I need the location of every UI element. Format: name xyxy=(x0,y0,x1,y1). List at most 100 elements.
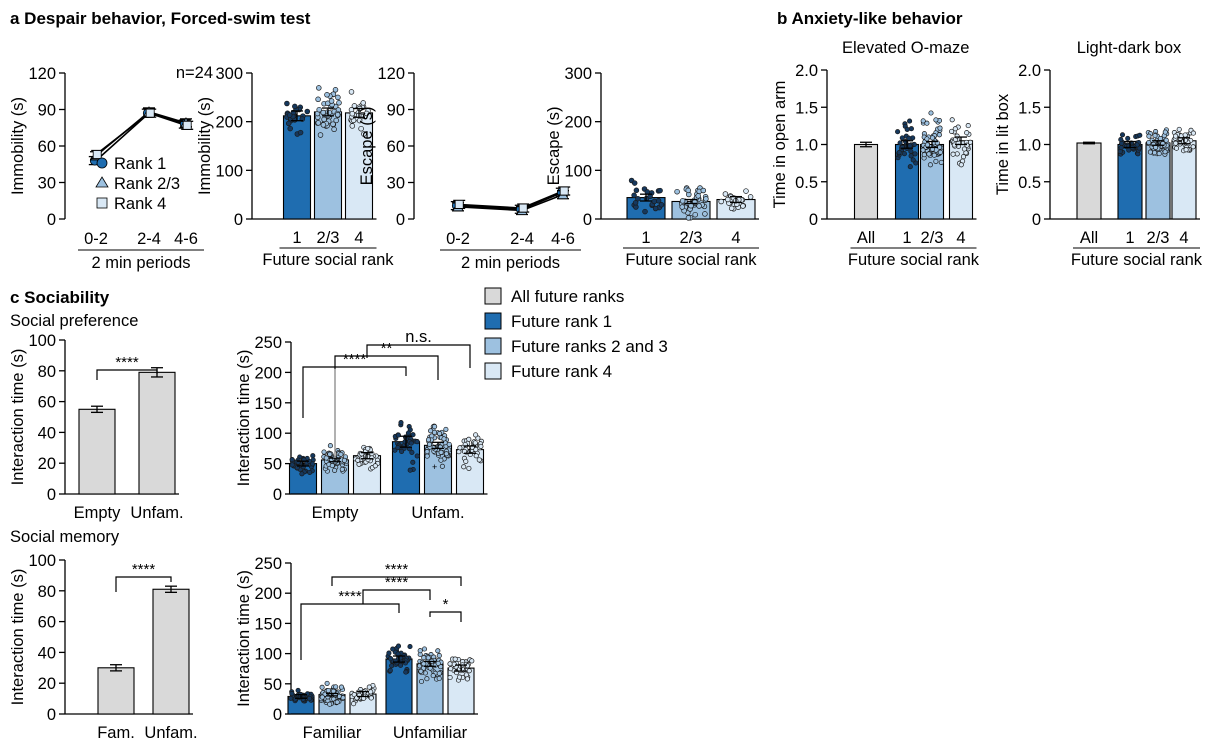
y-tick-label: 40 xyxy=(38,644,56,662)
y-tick-label: 100 xyxy=(28,552,56,570)
data-point xyxy=(658,202,665,208)
data-point xyxy=(464,676,470,682)
data-point xyxy=(324,680,330,686)
data-point xyxy=(747,194,754,200)
data-point xyxy=(1173,145,1180,151)
bar xyxy=(1076,142,1102,220)
data-point xyxy=(339,466,345,472)
data-point xyxy=(430,673,436,679)
data-point xyxy=(325,687,331,694)
data-point xyxy=(387,667,393,673)
data-point xyxy=(907,164,913,170)
data-point xyxy=(473,446,479,453)
y-axis-label: Escape (s) xyxy=(358,107,376,186)
y-tick-label: 0 xyxy=(396,211,405,229)
data-point xyxy=(421,646,428,652)
bar xyxy=(1171,140,1197,220)
data-point xyxy=(473,432,479,438)
panel-c-title: c Sociability xyxy=(10,288,110,307)
y-tick-label: 0 xyxy=(809,211,818,229)
x-tick-label: 4-6 xyxy=(174,230,198,248)
legend-label: Future ranks 2 and 3 xyxy=(511,337,668,356)
data-point xyxy=(351,701,357,707)
data-point xyxy=(292,696,298,702)
series-point xyxy=(182,120,192,130)
y-tick-label: 60 xyxy=(38,394,56,412)
data-point xyxy=(961,146,967,152)
data-point xyxy=(321,449,327,455)
data-point xyxy=(478,443,484,449)
y-tick-label: 0.5 xyxy=(1018,174,1041,192)
data-point xyxy=(679,204,685,210)
data-point xyxy=(921,152,927,158)
data-point xyxy=(1182,132,1188,138)
y-axis-label: Interaction time (s) xyxy=(9,349,27,486)
data-point xyxy=(447,661,453,667)
data-point xyxy=(297,129,304,136)
data-point xyxy=(338,684,345,690)
data-point xyxy=(937,125,943,131)
data-point xyxy=(447,674,453,681)
x-tick-label: 2/3 xyxy=(1147,229,1170,247)
y-tick-label: 300 xyxy=(564,65,592,83)
data-point xyxy=(443,451,449,457)
data-point xyxy=(924,136,930,142)
significance-bracket xyxy=(96,369,158,380)
data-point xyxy=(310,461,316,467)
data-point xyxy=(1176,126,1182,132)
x-tick-label: 2-4 xyxy=(137,230,161,248)
data-point xyxy=(1118,137,1124,143)
x-tick-label: All xyxy=(857,229,875,247)
significance-label: * xyxy=(443,596,449,613)
data-point xyxy=(937,144,943,150)
data-point xyxy=(1137,132,1143,138)
data-point xyxy=(908,148,914,154)
y-axis-label: Interaction time (s) xyxy=(235,570,253,707)
data-point xyxy=(329,463,335,469)
data-point xyxy=(334,699,340,705)
y-tick-label: 100 xyxy=(254,646,282,664)
y-tick-label: 2.0 xyxy=(795,62,818,80)
x-tick-label: Empty xyxy=(74,504,122,522)
data-point xyxy=(897,140,903,146)
data-point xyxy=(418,678,425,685)
x-tick-label: Unfamiliar xyxy=(393,724,468,742)
x-tick-label: Unfam. xyxy=(144,724,197,742)
data-point xyxy=(904,126,910,132)
y-tick-label: 0.5 xyxy=(795,174,818,192)
data-point xyxy=(924,142,930,148)
y-tick-label: 90 xyxy=(387,102,405,120)
data-point xyxy=(424,449,430,455)
y-axis-label: Immobility (s) xyxy=(9,97,27,195)
data-point xyxy=(421,655,427,661)
data-point xyxy=(287,125,293,132)
data-point xyxy=(437,431,443,437)
data-point xyxy=(288,695,294,701)
data-point xyxy=(324,92,330,98)
data-point xyxy=(351,103,358,109)
bar xyxy=(78,408,116,495)
data-point xyxy=(740,203,746,209)
legend-swatch xyxy=(484,287,502,305)
significance-label: **** xyxy=(385,574,409,591)
data-point xyxy=(332,87,339,93)
data-point xyxy=(933,158,939,164)
data-point xyxy=(949,128,955,134)
data-point xyxy=(421,661,427,667)
legend-marker-circle xyxy=(96,157,108,169)
data-point xyxy=(428,428,434,434)
data-point xyxy=(349,110,356,117)
data-point xyxy=(960,154,967,160)
data-point xyxy=(728,205,735,212)
x-tick-label: 2/3 xyxy=(317,229,340,247)
data-point xyxy=(407,644,413,650)
data-point xyxy=(702,211,708,217)
data-point xyxy=(464,663,471,669)
data-point xyxy=(910,157,916,163)
legend-swatch xyxy=(484,312,502,330)
data-point xyxy=(372,463,378,469)
y-tick-label: 250 xyxy=(254,334,282,352)
y-tick-label: 0 xyxy=(47,706,56,724)
x-tick-label: All xyxy=(1080,229,1098,247)
data-point xyxy=(327,701,333,707)
